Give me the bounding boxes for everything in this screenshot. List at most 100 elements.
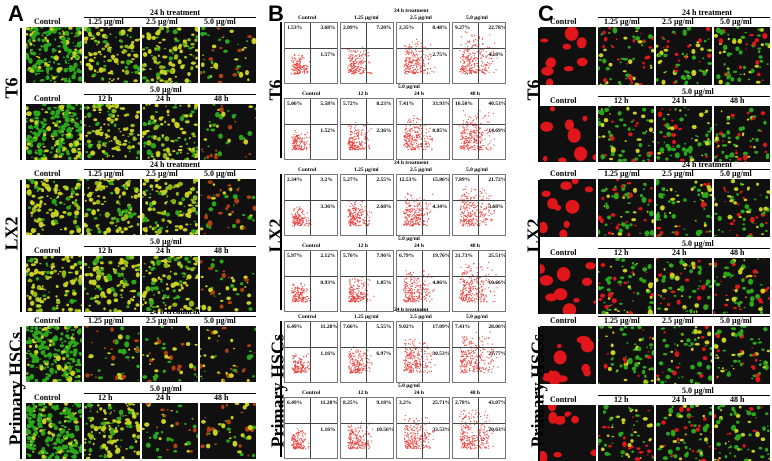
flow-dot: [306, 71, 307, 72]
flow-dot: [296, 67, 297, 68]
cell-mark: [71, 193, 73, 195]
flow-dot: [302, 210, 303, 211]
flow-dot: [293, 223, 294, 224]
quadrant-percent: 2.35%: [399, 25, 414, 31]
micrograph-cells: [84, 326, 140, 382]
flow-dot: [297, 223, 298, 224]
quadrant-line-h: [397, 48, 449, 49]
cell-mark: [181, 197, 185, 201]
cell-mark: [177, 28, 179, 30]
cell-mark: [88, 32, 92, 37]
cell-mark: [44, 203, 47, 205]
cell-mark: [30, 119, 34, 123]
cell-mark: [110, 428, 114, 433]
cell-mark: [238, 188, 240, 189]
flow-dot: [416, 64, 417, 65]
flow-dot: [362, 209, 363, 210]
cell-mark: [64, 420, 66, 423]
cell-mark: [249, 153, 252, 155]
cell-mark: [34, 269, 38, 274]
flow-dot: [352, 149, 353, 150]
flow-dot: [491, 148, 492, 149]
cell-mark: [185, 266, 188, 269]
cell-mark: [218, 38, 221, 41]
cell-mark: [102, 132, 104, 133]
cell-mark: [86, 143, 88, 144]
cell-mark: [41, 350, 46, 355]
flow-dot: [461, 44, 462, 45]
cell-mark: [89, 126, 91, 127]
cell-mark: [34, 219, 37, 223]
cell-mark: [116, 222, 118, 223]
cell-mark: [43, 131, 45, 133]
flow-dot: [410, 219, 411, 220]
flow-dot: [424, 64, 425, 65]
cell-mark: [192, 418, 194, 419]
cell-mark: [79, 447, 81, 448]
flow-dot: [408, 203, 409, 204]
flow-dot: [350, 146, 351, 147]
cell-mark: [39, 53, 41, 54]
cell-mark: [119, 215, 121, 216]
cell-mark: [116, 229, 120, 233]
flow-dot: [430, 136, 431, 137]
cell-mark: [73, 354, 75, 356]
cell-mark: [187, 38, 191, 41]
flow-dot: [464, 69, 465, 70]
cell-mark: [110, 412, 112, 413]
cell-mark: [123, 278, 126, 280]
cell-mark: [88, 441, 91, 444]
cell-mark: [115, 37, 117, 38]
cell-mark: [148, 123, 150, 125]
flow-dot: [418, 119, 419, 120]
time-label: 24 h: [156, 246, 170, 255]
cell-mark: [114, 58, 119, 64]
quadrant-line-h: [285, 200, 337, 201]
cell-mark: [61, 125, 66, 131]
cell-mark: [52, 342, 56, 346]
cell-mark: [56, 349, 60, 351]
flow-dot: [427, 138, 428, 139]
flow-dot: [301, 146, 302, 147]
flow-dot: [348, 222, 349, 223]
cell-mark: [107, 352, 111, 354]
flow-dot: [431, 139, 432, 140]
flow-dot: [296, 64, 297, 65]
flow-dot: [302, 55, 303, 56]
flow-dot: [407, 133, 408, 134]
cell-mark: [109, 221, 114, 224]
flow-dot: [353, 71, 354, 72]
cell-mark: [41, 414, 43, 417]
cell-mark: [58, 27, 62, 29]
cell-mark: [74, 439, 77, 441]
cell-mark: [137, 380, 139, 381]
flow-dot: [491, 58, 492, 59]
cell-mark: [29, 454, 32, 457]
flow-dot: [352, 145, 353, 146]
flow-dot: [480, 136, 481, 137]
cell-mark: [157, 29, 161, 33]
cell-mark: [36, 309, 38, 311]
quadrant-line-v: [366, 175, 367, 235]
micrograph-cells: [200, 256, 256, 312]
cell-mark: [62, 433, 64, 434]
cell-mark: [26, 27, 30, 30]
flow-dot: [469, 140, 470, 141]
cell-mark: [209, 330, 211, 331]
cell-mark: [110, 192, 113, 195]
dose-label: 1.25 µg/ml: [88, 169, 124, 178]
flow-dot: [414, 223, 415, 224]
cell-mark: [73, 113, 77, 116]
cell-mark: [252, 219, 254, 222]
cell-mark: [119, 195, 121, 196]
cell-mark: [193, 55, 195, 57]
cell-mark: [200, 376, 202, 378]
flow-dot: [294, 67, 295, 68]
micrograph: [84, 179, 140, 235]
cell-mark: [172, 150, 175, 152]
cell-mark: [78, 271, 80, 272]
flow-dot: [357, 136, 358, 137]
flow-dot: [297, 219, 298, 220]
cell-mark: [183, 212, 185, 214]
cell-mark: [143, 291, 148, 295]
